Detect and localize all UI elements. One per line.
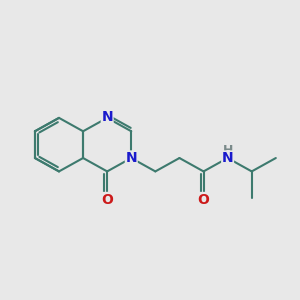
Text: N: N xyxy=(222,151,233,165)
Text: O: O xyxy=(198,193,209,206)
Text: N: N xyxy=(125,151,137,165)
Text: N: N xyxy=(101,110,113,124)
Text: O: O xyxy=(101,193,113,206)
Text: H: H xyxy=(222,144,233,157)
